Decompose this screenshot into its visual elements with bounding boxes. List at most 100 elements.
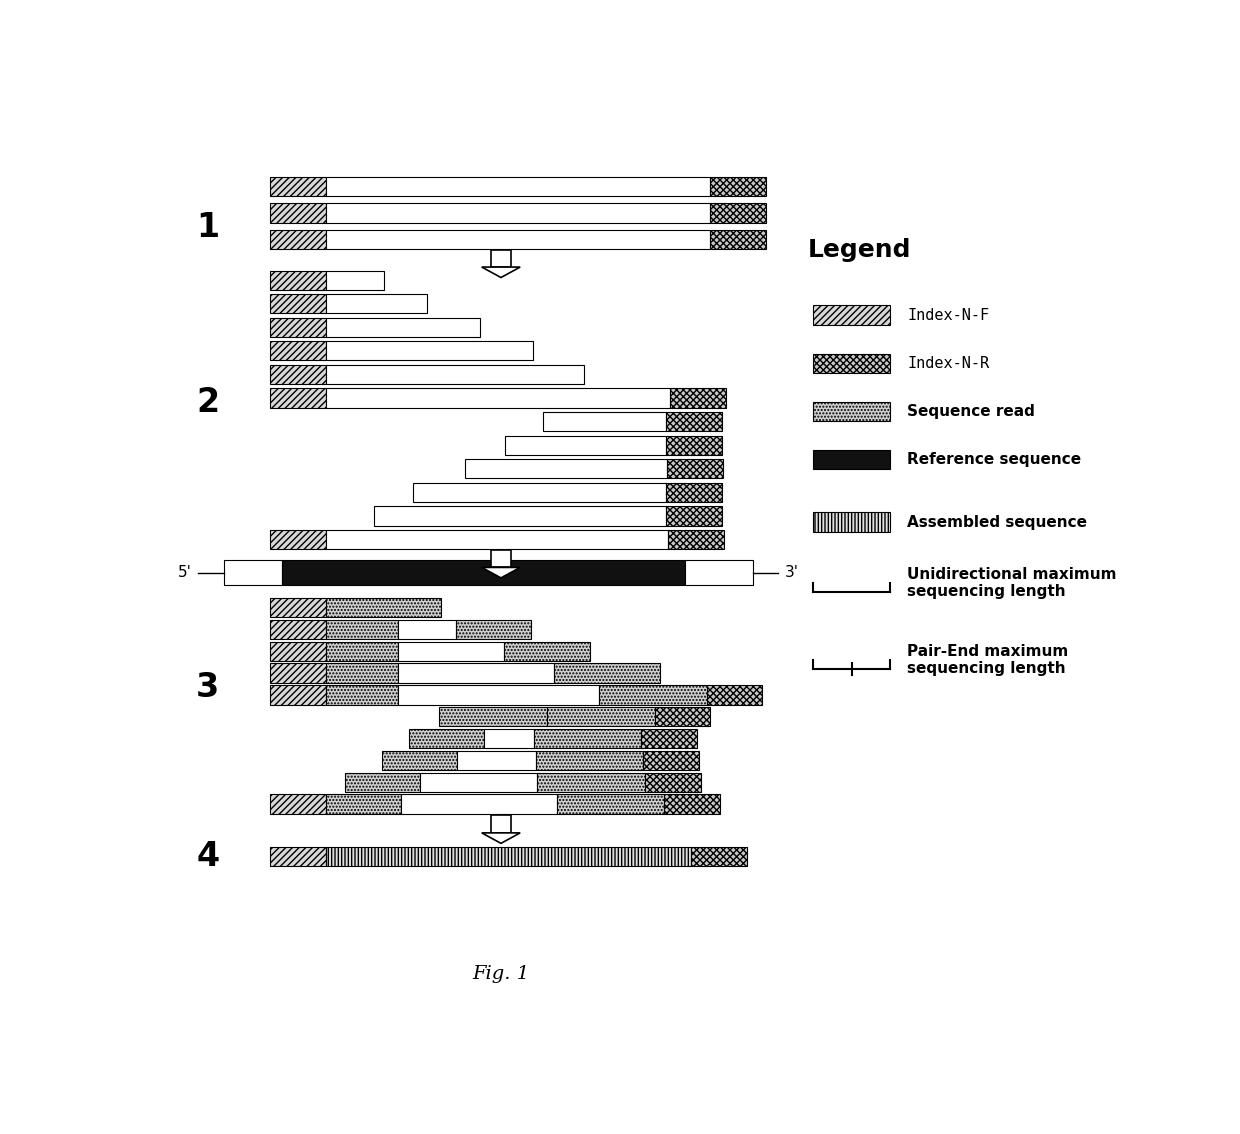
Bar bbox=[813, 401, 890, 421]
Bar bbox=[326, 685, 398, 704]
Bar bbox=[270, 620, 326, 640]
Bar bbox=[270, 318, 326, 337]
Bar bbox=[641, 729, 697, 748]
Bar bbox=[326, 341, 533, 361]
Bar bbox=[711, 177, 766, 196]
Bar bbox=[326, 620, 398, 640]
Bar bbox=[270, 229, 326, 248]
Bar bbox=[491, 550, 511, 567]
Bar bbox=[686, 560, 753, 585]
Bar bbox=[484, 729, 533, 748]
Bar bbox=[326, 271, 383, 290]
Bar bbox=[491, 249, 511, 268]
Bar bbox=[813, 305, 890, 324]
Text: Sequence read: Sequence read bbox=[908, 404, 1035, 418]
Bar bbox=[270, 365, 326, 384]
Bar bbox=[326, 294, 427, 313]
Bar bbox=[270, 341, 326, 361]
Text: Unidirectional maximum
sequencing length: Unidirectional maximum sequencing length bbox=[908, 567, 1117, 600]
Bar bbox=[666, 435, 722, 455]
Bar bbox=[270, 642, 326, 661]
Bar bbox=[655, 708, 711, 727]
Bar bbox=[668, 530, 724, 549]
Bar bbox=[543, 412, 666, 431]
Text: 1: 1 bbox=[196, 211, 219, 244]
Bar bbox=[813, 354, 890, 373]
Bar bbox=[345, 772, 420, 792]
Text: Index-N-F: Index-N-F bbox=[908, 307, 990, 322]
Text: Reference sequence: Reference sequence bbox=[908, 451, 1081, 467]
Text: Fig. 1: Fig. 1 bbox=[472, 965, 529, 983]
Bar bbox=[398, 685, 599, 704]
Bar bbox=[398, 620, 456, 640]
Bar bbox=[270, 294, 326, 313]
Bar bbox=[270, 598, 326, 617]
Bar bbox=[326, 598, 441, 617]
Bar bbox=[503, 642, 590, 661]
Polygon shape bbox=[481, 567, 521, 578]
Text: Legend: Legend bbox=[807, 238, 911, 262]
Text: 3': 3' bbox=[785, 565, 799, 581]
Bar bbox=[270, 685, 326, 704]
Bar bbox=[374, 506, 666, 525]
Bar bbox=[554, 663, 660, 683]
Bar bbox=[270, 663, 326, 683]
Bar bbox=[326, 177, 711, 196]
Bar bbox=[644, 751, 699, 770]
Text: 3: 3 bbox=[196, 671, 219, 704]
Bar bbox=[557, 795, 665, 814]
Bar bbox=[537, 772, 645, 792]
Bar bbox=[666, 483, 722, 502]
Polygon shape bbox=[481, 832, 521, 844]
Bar bbox=[711, 203, 766, 222]
Bar bbox=[670, 389, 725, 407]
Bar bbox=[270, 203, 326, 222]
Text: Assembled sequence: Assembled sequence bbox=[908, 515, 1087, 530]
Bar bbox=[505, 435, 666, 455]
Bar bbox=[326, 642, 398, 661]
Bar bbox=[691, 847, 746, 866]
Bar bbox=[326, 365, 584, 384]
Bar bbox=[420, 772, 537, 792]
Text: Pair-End maximum
sequencing length: Pair-End maximum sequencing length bbox=[908, 644, 1069, 676]
Bar bbox=[270, 847, 326, 866]
Text: 4: 4 bbox=[196, 840, 219, 873]
Bar bbox=[382, 751, 456, 770]
Bar bbox=[666, 412, 722, 431]
Bar bbox=[270, 177, 326, 196]
Text: 5': 5' bbox=[177, 565, 191, 581]
Text: Index-N-R: Index-N-R bbox=[908, 356, 990, 371]
Bar bbox=[667, 459, 723, 479]
Bar bbox=[270, 530, 326, 549]
Bar bbox=[326, 229, 711, 248]
Bar bbox=[326, 389, 670, 407]
Bar bbox=[665, 795, 720, 814]
Bar bbox=[413, 483, 666, 502]
Bar bbox=[547, 708, 655, 727]
Bar bbox=[281, 560, 686, 585]
Bar bbox=[398, 663, 554, 683]
Bar bbox=[456, 751, 536, 770]
Bar bbox=[645, 772, 701, 792]
Bar bbox=[813, 513, 890, 532]
Polygon shape bbox=[481, 268, 521, 278]
Bar bbox=[398, 642, 503, 661]
Bar bbox=[326, 795, 401, 814]
Bar bbox=[666, 506, 722, 525]
Bar bbox=[533, 729, 641, 748]
Bar bbox=[270, 389, 326, 407]
Bar bbox=[326, 663, 398, 683]
Bar bbox=[456, 620, 531, 640]
Bar bbox=[813, 449, 890, 468]
Bar bbox=[326, 318, 480, 337]
Bar bbox=[326, 847, 691, 866]
Bar bbox=[270, 795, 326, 814]
Bar bbox=[711, 229, 766, 248]
Bar bbox=[326, 203, 711, 222]
Bar bbox=[224, 560, 281, 585]
Bar bbox=[599, 685, 707, 704]
Bar bbox=[465, 459, 667, 479]
Bar bbox=[409, 729, 484, 748]
Bar bbox=[536, 751, 644, 770]
Bar bbox=[491, 815, 511, 832]
